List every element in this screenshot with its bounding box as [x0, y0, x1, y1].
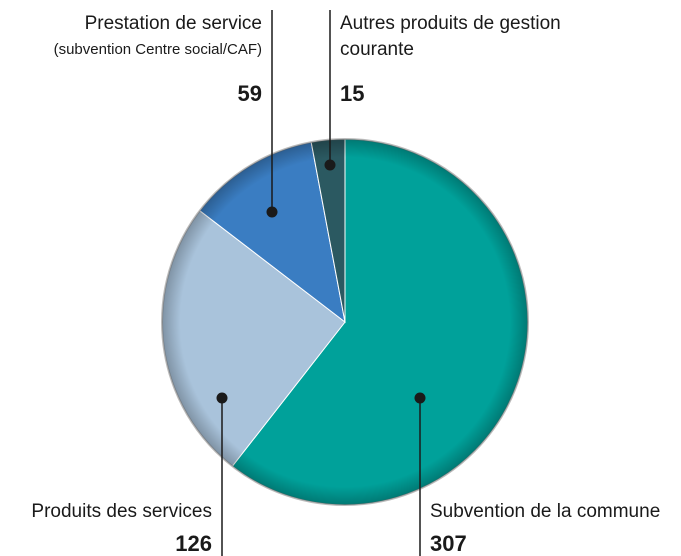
- leader-dot: [324, 159, 336, 171]
- value-label: 59: [238, 81, 262, 106]
- slice-label: Subvention de la commune: [430, 501, 660, 522]
- slice-label: Produits des services: [31, 501, 212, 522]
- pie-shade: [161, 138, 529, 506]
- slice-label: Autres produits de gestion: [340, 13, 561, 34]
- value-label: 307: [430, 531, 467, 556]
- slice-label: (subvention Centre social/CAF): [54, 41, 262, 58]
- leader-dot: [266, 206, 278, 218]
- value-label: 126: [175, 531, 212, 556]
- leader-dot: [414, 392, 426, 404]
- slice-label: courante: [340, 39, 414, 60]
- leader-dot: [216, 392, 228, 404]
- slice-label: Prestation de service: [85, 13, 262, 34]
- value-label: 15: [340, 81, 364, 106]
